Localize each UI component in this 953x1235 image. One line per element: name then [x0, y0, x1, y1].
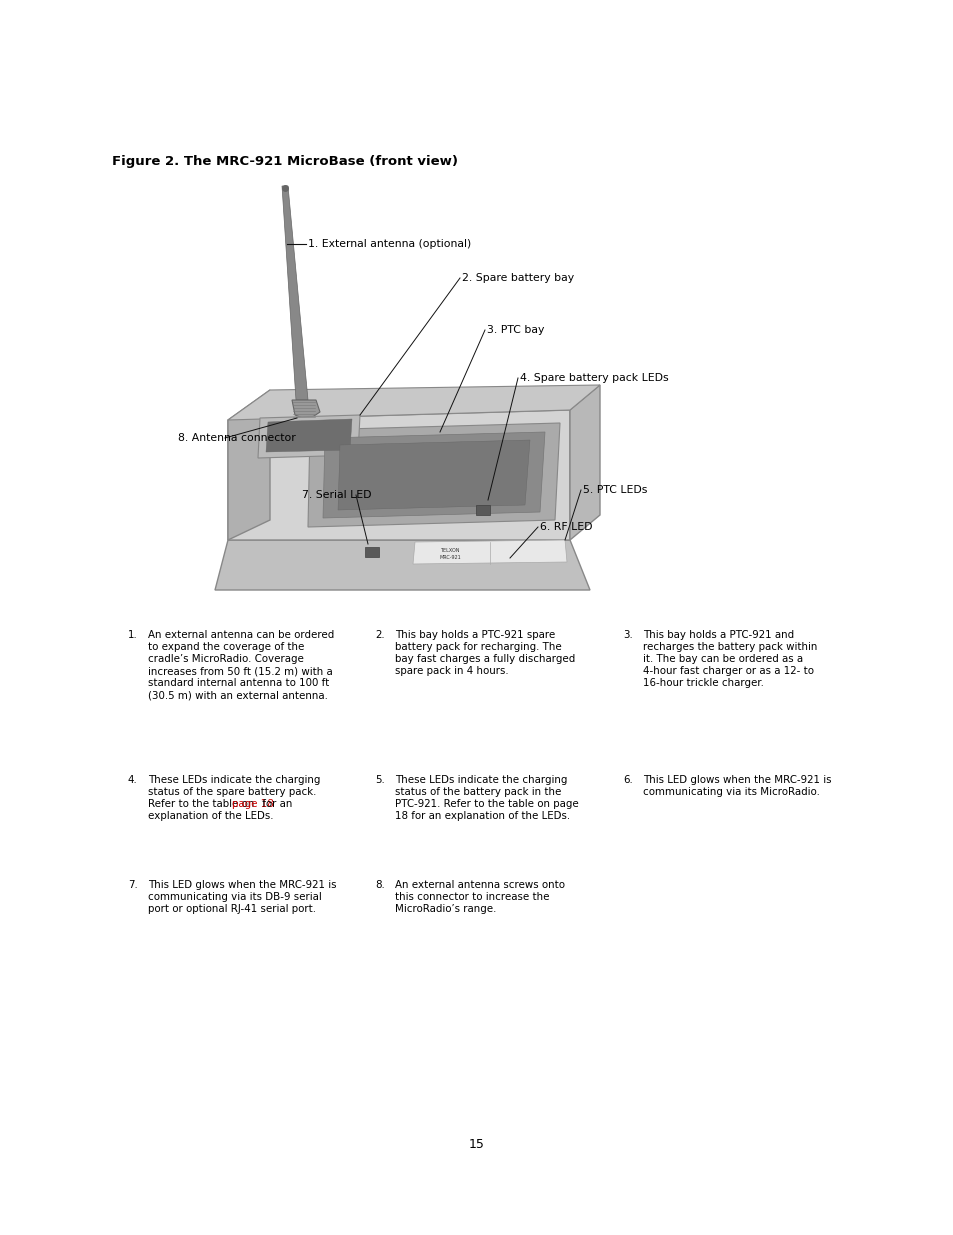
- Text: 4-hour fast charger or as a 12- to: 4-hour fast charger or as a 12- to: [642, 666, 813, 676]
- Text: status of the spare battery pack.: status of the spare battery pack.: [148, 787, 316, 797]
- Text: 16-hour trickle charger.: 16-hour trickle charger.: [642, 678, 763, 688]
- Text: port or optional RJ-41 serial port.: port or optional RJ-41 serial port.: [148, 904, 315, 914]
- Text: 6. RF LED: 6. RF LED: [539, 522, 592, 532]
- Text: 7. Serial LED: 7. Serial LED: [302, 490, 371, 500]
- Text: This LED glows when the MRC-921 is: This LED glows when the MRC-921 is: [148, 881, 336, 890]
- Text: Figure 2. The MRC-921 MicroBase (front view): Figure 2. The MRC-921 MicroBase (front v…: [112, 156, 457, 168]
- Text: 18 for an explanation of the LEDs.: 18 for an explanation of the LEDs.: [395, 811, 570, 821]
- Polygon shape: [266, 419, 352, 452]
- Text: Refer to the table on: Refer to the table on: [148, 799, 257, 809]
- Text: status of the battery pack in the: status of the battery pack in the: [395, 787, 560, 797]
- Text: 15: 15: [469, 1139, 484, 1151]
- Text: 5. PTC LEDs: 5. PTC LEDs: [582, 485, 647, 495]
- Text: increases from 50 ft (15.2 m) with a: increases from 50 ft (15.2 m) with a: [148, 666, 333, 676]
- Text: recharges the battery pack within: recharges the battery pack within: [642, 642, 817, 652]
- Bar: [365, 547, 378, 557]
- Text: spare pack in 4 hours.: spare pack in 4 hours.: [395, 666, 508, 676]
- Polygon shape: [228, 410, 569, 540]
- Text: MicroRadio’s range.: MicroRadio’s range.: [395, 904, 496, 914]
- Bar: [476, 505, 490, 515]
- Text: 2.: 2.: [375, 630, 384, 640]
- Text: communicating via its MicroRadio.: communicating via its MicroRadio.: [642, 787, 819, 797]
- Text: 8.: 8.: [375, 881, 384, 890]
- Text: (30.5 m) with an external antenna.: (30.5 m) with an external antenna.: [148, 690, 328, 700]
- Text: 7.: 7.: [128, 881, 137, 890]
- Polygon shape: [308, 424, 559, 527]
- Text: to expand the coverage of the: to expand the coverage of the: [148, 642, 304, 652]
- Polygon shape: [413, 540, 566, 564]
- Text: it. The bay can be ordered as a: it. The bay can be ordered as a: [642, 655, 802, 664]
- Text: This LED glows when the MRC-921 is: This LED glows when the MRC-921 is: [642, 776, 831, 785]
- Text: standard internal antenna to 100 ft: standard internal antenna to 100 ft: [148, 678, 329, 688]
- Text: explanation of the LEDs.: explanation of the LEDs.: [148, 811, 274, 821]
- Text: 3.: 3.: [622, 630, 632, 640]
- Text: This bay holds a PTC-921 and: This bay holds a PTC-921 and: [642, 630, 793, 640]
- Text: 2. Spare battery bay: 2. Spare battery bay: [461, 273, 574, 283]
- Text: for an: for an: [258, 799, 292, 809]
- Text: PTC-921. Refer to the table on page: PTC-921. Refer to the table on page: [395, 799, 578, 809]
- Text: page 18: page 18: [232, 799, 274, 809]
- Text: 1. External antenna (optional): 1. External antenna (optional): [308, 240, 471, 249]
- Text: These LEDs indicate the charging: These LEDs indicate the charging: [148, 776, 320, 785]
- Text: 8. Antenna connector: 8. Antenna connector: [178, 433, 295, 443]
- Polygon shape: [214, 540, 589, 590]
- Text: communicating via its DB-9 serial: communicating via its DB-9 serial: [148, 892, 321, 902]
- Polygon shape: [228, 385, 599, 420]
- Polygon shape: [282, 186, 308, 400]
- Text: An external antenna can be ordered: An external antenna can be ordered: [148, 630, 334, 640]
- Text: 6.: 6.: [622, 776, 632, 785]
- Text: This bay holds a PTC-921 spare: This bay holds a PTC-921 spare: [395, 630, 555, 640]
- Text: battery pack for recharging. The: battery pack for recharging. The: [395, 642, 561, 652]
- Text: bay fast charges a fully discharged: bay fast charges a fully discharged: [395, 655, 575, 664]
- Polygon shape: [323, 432, 544, 517]
- Text: 1.: 1.: [128, 630, 137, 640]
- Polygon shape: [337, 440, 530, 510]
- Polygon shape: [257, 415, 359, 458]
- Text: cradle’s MicroRadio. Coverage: cradle’s MicroRadio. Coverage: [148, 655, 304, 664]
- Text: MRC-921: MRC-921: [438, 555, 460, 559]
- Polygon shape: [569, 385, 599, 540]
- Text: 5.: 5.: [375, 776, 384, 785]
- Text: TELXON: TELXON: [439, 548, 459, 553]
- Text: 4. Spare battery pack LEDs: 4. Spare battery pack LEDs: [519, 373, 668, 383]
- Text: An external antenna screws onto: An external antenna screws onto: [395, 881, 564, 890]
- Text: 3. PTC bay: 3. PTC bay: [486, 325, 544, 335]
- Text: 4.: 4.: [128, 776, 137, 785]
- Polygon shape: [292, 400, 319, 420]
- Text: These LEDs indicate the charging: These LEDs indicate the charging: [395, 776, 567, 785]
- Polygon shape: [228, 390, 270, 540]
- Text: this connector to increase the: this connector to increase the: [395, 892, 549, 902]
